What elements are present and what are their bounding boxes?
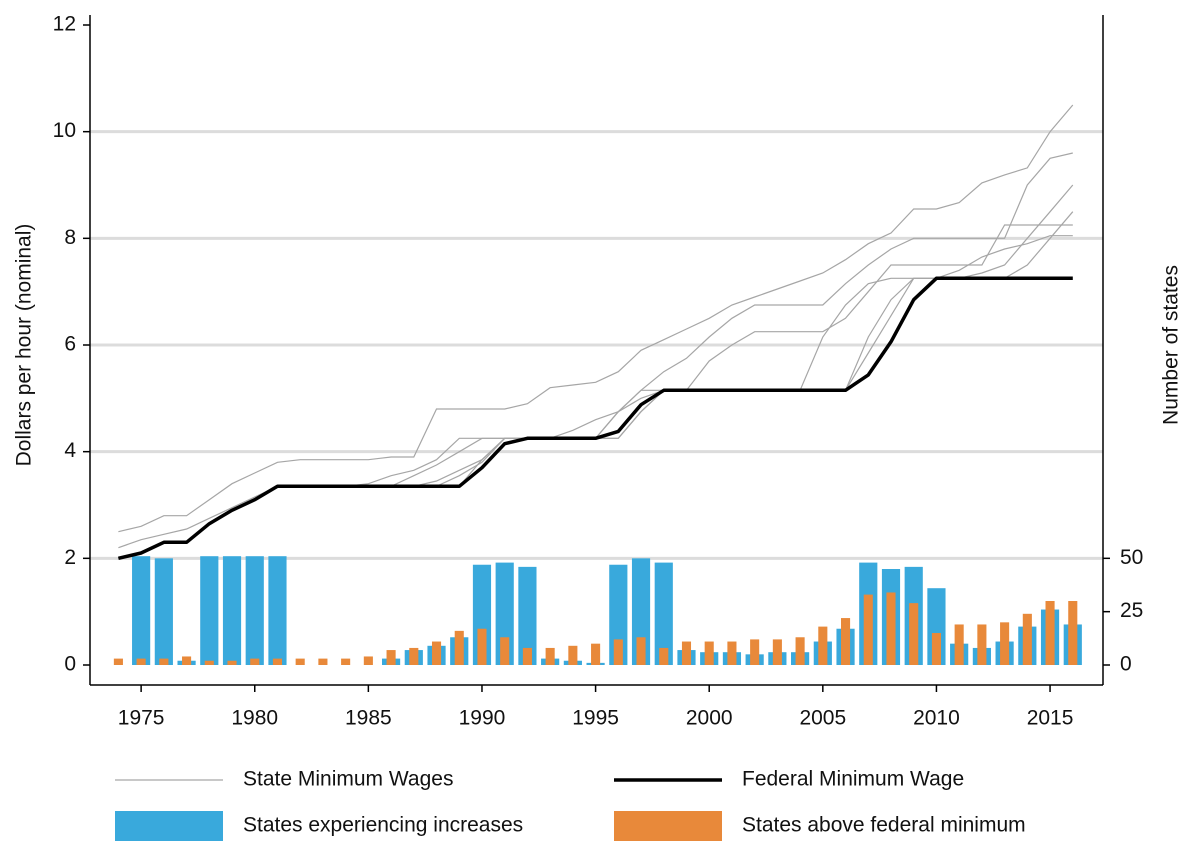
bar <box>477 628 487 665</box>
bar <box>1000 622 1010 665</box>
x-tick-label: 1990 <box>459 707 506 730</box>
bar <box>863 594 873 665</box>
y-axis-title: Dollars per hour (nominal) <box>13 224 36 467</box>
y2-tick-label: 50 <box>1120 546 1143 569</box>
bar <box>977 624 987 665</box>
bar <box>568 645 578 665</box>
bar <box>318 658 328 665</box>
y-tick-label: 8 <box>64 226 76 249</box>
bar <box>250 658 260 665</box>
x-tick-label: 1985 <box>345 707 392 730</box>
x-tick-label: 2000 <box>686 707 733 730</box>
grid <box>90 130 1103 560</box>
legend-label: States above federal minimum <box>742 814 1026 837</box>
bar <box>886 592 896 665</box>
bar <box>182 656 192 665</box>
y-tick-label: 12 <box>53 13 76 36</box>
bar <box>409 647 419 665</box>
bar <box>454 630 464 665</box>
bar <box>795 637 805 665</box>
bar <box>931 633 941 665</box>
legend: State Minimum Wages Federal Minimum Wage S… <box>115 768 1026 841</box>
y2-tick-label: 0 <box>1120 653 1132 676</box>
x-tick-label: 2015 <box>1027 707 1074 730</box>
bar <box>1045 601 1055 665</box>
state-line <box>118 224 1073 559</box>
bar <box>772 639 782 665</box>
x-tick-label: 1980 <box>231 707 278 730</box>
axes: 0 2 4 6 8 10 12 0 25 50 1975 1980 1985 1990 1995 2000 20… <box>53 13 1144 730</box>
bar <box>200 556 219 665</box>
bar <box>227 660 237 665</box>
bar <box>1068 601 1078 665</box>
state-line <box>118 211 1074 559</box>
bar <box>681 641 692 665</box>
y-tick-label: 6 <box>64 333 76 356</box>
x-tick-label: 2010 <box>913 707 960 730</box>
bar <box>818 626 828 665</box>
state-line <box>118 152 1073 549</box>
bar <box>654 562 673 665</box>
y-tick-label: 4 <box>64 439 76 462</box>
y-tick-label: 2 <box>64 546 76 569</box>
x-tick-label: 2005 <box>799 707 846 730</box>
x-tick-label: 1995 <box>572 707 619 730</box>
bar <box>750 639 760 665</box>
bar <box>132 556 151 665</box>
bars <box>113 556 1082 665</box>
state-line <box>118 184 1074 559</box>
legend-label: State Minimum Wages <box>243 768 453 791</box>
state-line <box>118 104 1074 533</box>
bar <box>841 618 851 665</box>
lines <box>118 104 1074 561</box>
legend-swatch <box>614 811 722 841</box>
bar <box>636 637 646 665</box>
legend-label: Federal Minimum Wage <box>742 768 964 791</box>
bar <box>295 658 305 665</box>
bar <box>386 650 396 665</box>
y2-tick-label: 25 <box>1120 599 1143 622</box>
bar <box>136 658 146 665</box>
bar <box>909 603 919 665</box>
bar <box>727 641 737 665</box>
bar <box>954 624 964 665</box>
legend-swatch <box>115 811 223 841</box>
legend-label: States experiencing increases <box>243 814 523 837</box>
bar <box>1022 613 1032 665</box>
federal-line <box>118 276 1073 561</box>
bar <box>363 656 373 665</box>
bar <box>113 658 123 665</box>
bar <box>518 566 537 665</box>
bar <box>272 658 283 665</box>
bar <box>545 647 555 665</box>
bar <box>245 556 264 665</box>
bar <box>159 658 169 665</box>
bar <box>704 641 714 665</box>
x-tick-label: 1975 <box>118 707 165 730</box>
bar <box>591 643 601 665</box>
bar <box>204 660 214 665</box>
bar <box>154 558 173 665</box>
y-tick-label: 0 <box>64 653 76 676</box>
bar <box>500 637 510 665</box>
bar <box>659 647 669 665</box>
bar <box>522 647 532 665</box>
bar <box>341 658 351 665</box>
bar <box>222 556 242 665</box>
bar <box>268 556 287 665</box>
y2-axis-title: Number of states <box>1160 265 1183 425</box>
bar <box>431 641 442 665</box>
bar <box>613 639 623 665</box>
y-tick-label: 10 <box>53 119 76 142</box>
